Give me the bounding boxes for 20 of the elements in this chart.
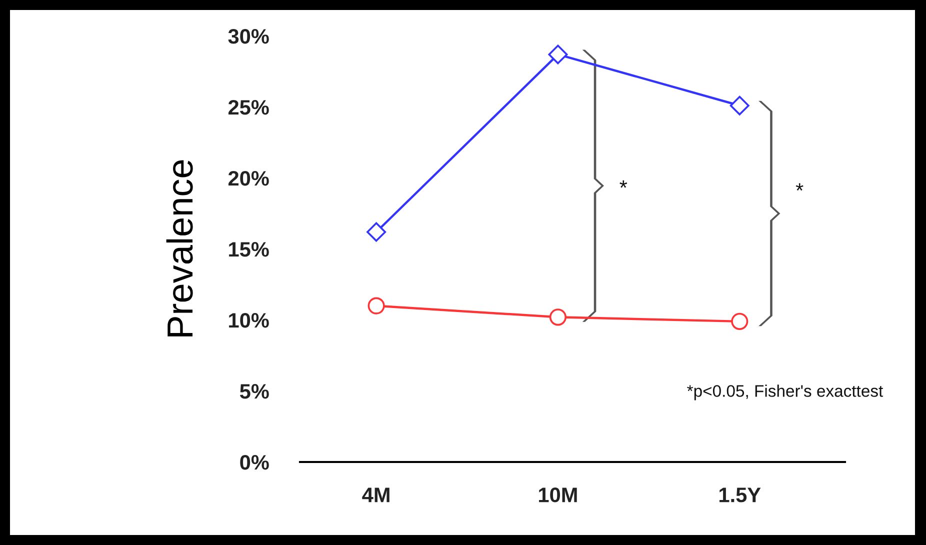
x-tick-label: 4M — [362, 488, 390, 502]
y-tick-label: 0% — [240, 455, 269, 470]
y-tick-label: 30% — [228, 29, 269, 44]
y-axis-title: Prevalence — [166, 160, 193, 336]
y-tick-label: 10% — [229, 313, 269, 328]
point — [549, 308, 567, 326]
point — [366, 222, 386, 242]
x-tick-label: 1.5Y — [720, 488, 761, 502]
point — [368, 297, 385, 314]
point — [730, 96, 750, 116]
y-tick-label: 20% — [228, 171, 269, 186]
y-tick-label: 5% — [240, 384, 269, 399]
y-tick-label: 15% — [229, 242, 269, 257]
point — [548, 44, 568, 64]
annotation: * — [796, 183, 804, 191]
annotation: * — [620, 180, 628, 188]
y-tick-label: 25% — [228, 100, 269, 115]
point — [731, 312, 748, 330]
annotation: *p<0.05, Fisher's exacttest — [687, 384, 884, 400]
x-tick-label: 10M — [539, 488, 577, 502]
